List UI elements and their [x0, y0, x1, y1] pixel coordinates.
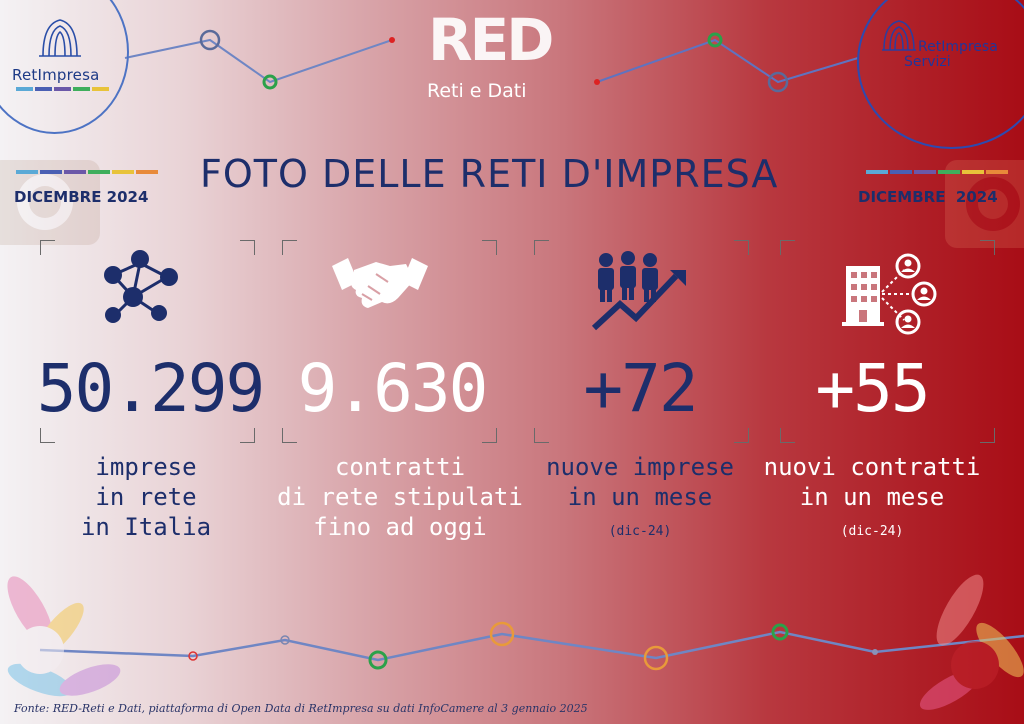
date-color-bar-left	[16, 170, 158, 174]
camera-decoration-left	[0, 160, 100, 245]
frame-corner	[780, 428, 795, 443]
frame-corner	[282, 240, 297, 255]
frame-corner	[240, 428, 255, 443]
frame-corner	[282, 428, 297, 443]
date-label-left: DICEMBRE 2024	[14, 188, 149, 206]
frame-corner	[534, 428, 549, 443]
people-growth-icon	[592, 251, 686, 331]
stat-value-nuovi-contratti: +55	[815, 350, 930, 427]
chart-node	[368, 650, 388, 670]
retimpresa-logo: RetImpresa	[12, 66, 100, 84]
chart-node	[199, 29, 221, 51]
chart-node	[872, 649, 878, 655]
frame-corner	[980, 240, 995, 255]
camera-decoration-right	[945, 160, 1024, 248]
network-people-icon	[104, 250, 178, 323]
chart-node	[707, 32, 723, 48]
frame-corner	[482, 428, 497, 443]
logo-circle-right	[857, 0, 1024, 149]
red-logo-subtitle: Reti e Dati	[427, 80, 527, 102]
chart-node	[262, 74, 278, 90]
frame-corner	[40, 240, 55, 255]
petal-decoration-right	[919, 574, 1024, 710]
retimpresa-servizi-logo: RetImpresa Servizi	[904, 39, 998, 70]
brand-color-bar	[16, 87, 109, 91]
red-logo: RED	[428, 6, 554, 74]
frame-corner	[734, 240, 749, 255]
stat-description-contratti: contratti di rete stipulati fino ad oggi	[277, 453, 523, 541]
stat-description-nuovi-contratti: nuovi contratti in un mese	[763, 453, 981, 511]
page-title: FOTO DELLE RETI D'IMPRESA	[200, 152, 779, 196]
chart-node	[489, 621, 515, 647]
frame-corner	[482, 240, 497, 255]
stat-value-contratti: 9.630	[297, 350, 489, 427]
handshake-icon	[332, 258, 428, 308]
source-footnote: Fonte: RED-Reti e Dati, piattaforma di O…	[14, 702, 588, 715]
chart-node	[594, 79, 600, 85]
stat-value-nuove-imprese: +72	[583, 350, 698, 427]
frame-corner	[734, 428, 749, 443]
retimpresa-emblem-icon	[39, 19, 81, 57]
chart-node	[767, 71, 789, 93]
building-network-icon	[842, 253, 937, 335]
stat-period-nuovi-contratti: (dic-24)	[840, 524, 904, 539]
frame-corner	[534, 240, 549, 255]
chart-node	[280, 635, 290, 645]
date-label-right: DICEMBRE 2024	[858, 188, 998, 206]
date-color-bar-right	[866, 170, 1008, 174]
petal-decoration-left	[7, 576, 121, 697]
stat-description-nuove-imprese: nuove imprese in un mese	[546, 453, 734, 511]
frame-corner	[780, 240, 795, 255]
retimpresa-servizi-emblem-icon	[882, 20, 916, 51]
frame-corner	[980, 428, 995, 443]
chart-node	[643, 645, 669, 671]
chart-node	[771, 623, 789, 641]
chart-node	[389, 37, 395, 43]
stat-value-imprese: 50.299	[36, 350, 265, 427]
stat-description-imprese: imprese in rete in Italia	[80, 453, 212, 541]
frame-corner	[240, 240, 255, 255]
frame-corner	[40, 428, 55, 443]
chart-node	[188, 651, 198, 661]
stat-period-nuove-imprese: (dic-24)	[608, 524, 672, 539]
